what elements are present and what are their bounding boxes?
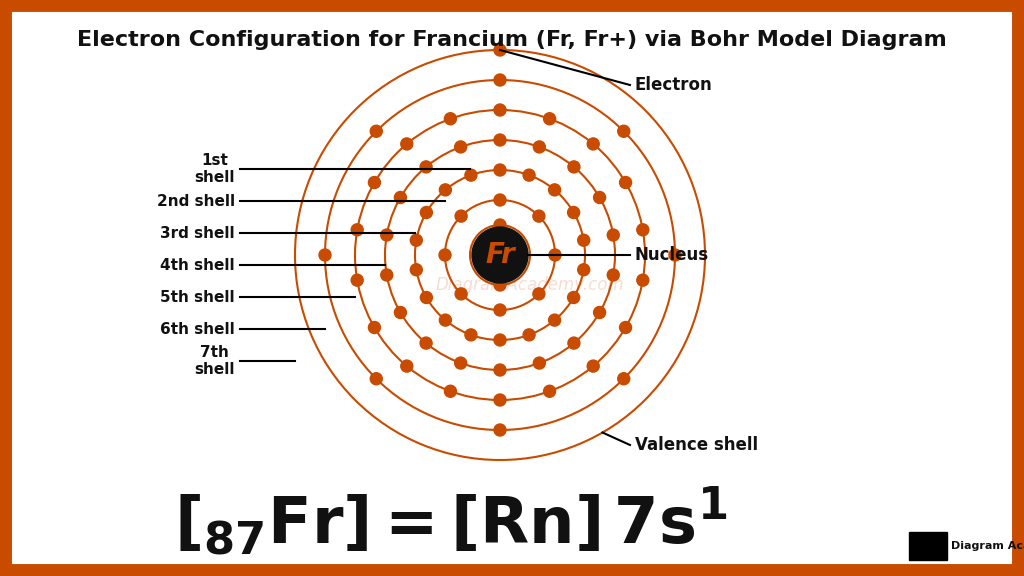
Circle shape <box>494 74 506 86</box>
Circle shape <box>369 321 381 334</box>
Circle shape <box>567 291 580 304</box>
Circle shape <box>549 314 560 326</box>
Circle shape <box>439 184 452 196</box>
Bar <box>909 532 947 560</box>
Circle shape <box>369 176 381 188</box>
Circle shape <box>523 329 536 341</box>
Circle shape <box>351 224 364 236</box>
Circle shape <box>607 269 620 281</box>
Text: DiagramAcademy.com: DiagramAcademy.com <box>435 276 625 294</box>
Circle shape <box>421 207 432 218</box>
Circle shape <box>394 306 407 319</box>
Text: 6th shell: 6th shell <box>160 321 234 336</box>
Circle shape <box>494 219 506 231</box>
Circle shape <box>351 274 364 286</box>
Circle shape <box>494 394 506 406</box>
Text: Electron: Electron <box>635 76 713 94</box>
Circle shape <box>420 337 432 349</box>
Circle shape <box>371 373 382 385</box>
Text: 4th shell: 4th shell <box>161 257 234 272</box>
Circle shape <box>494 44 506 56</box>
Circle shape <box>455 210 467 222</box>
Circle shape <box>617 125 630 137</box>
Circle shape <box>455 141 467 153</box>
Circle shape <box>455 288 467 300</box>
Circle shape <box>421 291 432 304</box>
Text: Fr: Fr <box>485 241 515 269</box>
Circle shape <box>544 113 556 125</box>
Circle shape <box>494 334 506 346</box>
Text: 2nd shell: 2nd shell <box>157 194 234 209</box>
Circle shape <box>532 288 545 300</box>
Circle shape <box>411 234 422 246</box>
Circle shape <box>568 161 580 173</box>
Circle shape <box>549 249 561 261</box>
Circle shape <box>617 373 630 385</box>
Circle shape <box>400 138 413 150</box>
Circle shape <box>371 125 382 137</box>
Text: Electron Configuration for Francium (Fr, Fr+) via Bohr Model Diagram: Electron Configuration for Francium (Fr,… <box>77 30 947 50</box>
Circle shape <box>534 357 546 369</box>
Circle shape <box>494 364 506 376</box>
Circle shape <box>669 249 681 261</box>
Circle shape <box>319 249 331 261</box>
Circle shape <box>411 264 422 276</box>
Text: Nucleus: Nucleus <box>635 246 710 264</box>
Circle shape <box>587 360 599 372</box>
Circle shape <box>534 141 546 153</box>
Text: 7th
shell: 7th shell <box>195 345 234 377</box>
Circle shape <box>439 314 452 326</box>
Circle shape <box>494 104 506 116</box>
Text: $\mathbf{[_{87}Fr] = [Rn]\,7s^{1}}$: $\mathbf{[_{87}Fr] = [Rn]\,7s^{1}}$ <box>174 485 727 557</box>
Circle shape <box>465 169 477 181</box>
Text: 5th shell: 5th shell <box>161 290 234 305</box>
Circle shape <box>549 184 560 196</box>
Circle shape <box>472 227 528 283</box>
Circle shape <box>455 357 467 369</box>
Circle shape <box>444 113 457 125</box>
Circle shape <box>637 224 649 236</box>
Circle shape <box>544 385 556 397</box>
Circle shape <box>494 304 506 316</box>
Circle shape <box>494 134 506 146</box>
Circle shape <box>444 385 457 397</box>
Circle shape <box>578 264 590 276</box>
Circle shape <box>494 279 506 291</box>
Circle shape <box>637 274 649 286</box>
Circle shape <box>587 138 599 150</box>
Circle shape <box>594 191 605 203</box>
Circle shape <box>567 207 580 218</box>
Text: 1st
shell: 1st shell <box>195 153 234 185</box>
Circle shape <box>394 191 407 203</box>
Text: Diagram Academy: Diagram Academy <box>951 541 1024 551</box>
Circle shape <box>381 269 393 281</box>
Circle shape <box>607 229 620 241</box>
Circle shape <box>494 194 506 206</box>
Circle shape <box>420 161 432 173</box>
Circle shape <box>523 169 536 181</box>
Circle shape <box>578 234 590 246</box>
Circle shape <box>568 337 580 349</box>
Circle shape <box>532 210 545 222</box>
Text: 3rd shell: 3rd shell <box>161 225 234 241</box>
Circle shape <box>439 249 451 261</box>
Circle shape <box>465 329 477 341</box>
Circle shape <box>620 321 632 334</box>
Circle shape <box>400 360 413 372</box>
Circle shape <box>494 424 506 436</box>
Circle shape <box>381 229 393 241</box>
Circle shape <box>620 176 632 188</box>
Circle shape <box>594 306 605 319</box>
Circle shape <box>494 164 506 176</box>
Text: Valence shell: Valence shell <box>635 436 758 454</box>
